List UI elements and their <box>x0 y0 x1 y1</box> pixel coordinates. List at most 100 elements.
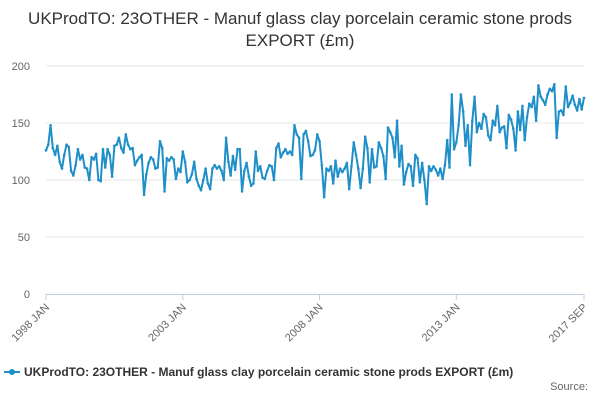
data-point[interactable] <box>113 144 116 148</box>
data-point[interactable] <box>527 102 531 105</box>
data-point[interactable] <box>418 180 422 184</box>
data-point[interactable] <box>448 166 451 169</box>
data-point[interactable] <box>131 146 134 150</box>
data-point[interactable] <box>318 139 321 143</box>
data-point[interactable] <box>341 170 344 174</box>
data-point[interactable] <box>222 178 226 182</box>
data-point[interactable] <box>167 159 171 162</box>
data-point[interactable] <box>482 112 485 116</box>
data-point[interactable] <box>46 143 50 146</box>
data-point[interactable] <box>350 165 353 168</box>
data-point[interactable] <box>129 147 132 151</box>
data-point[interactable] <box>238 147 242 151</box>
data-point[interactable] <box>388 130 392 134</box>
data-point[interactable] <box>252 182 255 185</box>
data-point[interactable] <box>290 153 294 157</box>
data-point[interactable] <box>97 178 100 182</box>
data-point[interactable] <box>208 187 212 191</box>
data-point[interactable] <box>270 165 273 168</box>
data-point[interactable] <box>402 183 406 186</box>
data-point[interactable] <box>562 113 565 117</box>
data-point[interactable] <box>197 184 201 187</box>
data-point[interactable] <box>115 143 118 146</box>
data-point[interactable] <box>293 123 296 127</box>
data-point[interactable] <box>496 104 499 108</box>
data-point[interactable] <box>227 160 230 164</box>
data-point[interactable] <box>555 136 558 140</box>
data-point[interactable] <box>99 179 103 183</box>
data-point[interactable] <box>480 127 483 130</box>
data-point[interactable] <box>229 174 232 177</box>
data-point[interactable] <box>302 133 305 136</box>
data-point[interactable] <box>509 118 513 121</box>
data-point[interactable] <box>434 168 438 172</box>
data-point[interactable] <box>78 158 82 161</box>
data-point[interactable] <box>398 165 401 168</box>
data-point[interactable] <box>140 153 144 157</box>
data-point[interactable] <box>550 89 554 93</box>
data-point[interactable] <box>484 116 488 119</box>
data-point[interactable] <box>425 202 429 206</box>
data-point[interactable] <box>190 173 194 176</box>
data-point[interactable] <box>498 130 501 134</box>
data-point[interactable] <box>256 169 260 173</box>
data-point[interactable] <box>566 105 570 109</box>
data-point[interactable] <box>85 167 89 170</box>
data-point[interactable] <box>245 161 248 165</box>
data-point[interactable] <box>133 163 137 167</box>
data-point[interactable] <box>49 123 52 127</box>
data-point[interactable] <box>160 146 164 150</box>
data-point[interactable] <box>345 161 349 165</box>
data-point[interactable] <box>464 144 467 148</box>
data-point[interactable] <box>88 178 91 182</box>
data-point[interactable] <box>122 151 125 154</box>
data-point[interactable] <box>274 146 278 150</box>
data-point[interactable] <box>284 147 287 151</box>
data-point[interactable] <box>106 147 109 151</box>
data-point[interactable] <box>512 127 515 130</box>
data-point[interactable] <box>486 134 490 137</box>
data-point[interactable] <box>514 149 517 152</box>
data-point[interactable] <box>72 174 75 177</box>
data-point[interactable] <box>295 133 299 136</box>
data-point[interactable] <box>354 153 358 157</box>
data-point[interactable] <box>124 133 128 136</box>
data-point[interactable] <box>477 121 481 125</box>
data-point[interactable] <box>537 84 540 87</box>
data-point[interactable] <box>553 82 556 86</box>
data-point[interactable] <box>240 190 244 193</box>
data-point[interactable] <box>224 136 228 140</box>
data-point[interactable] <box>103 166 107 169</box>
data-point[interactable] <box>220 169 223 173</box>
data-point[interactable] <box>53 153 57 157</box>
data-point[interactable] <box>420 161 424 165</box>
data-point[interactable] <box>117 136 121 140</box>
data-point[interactable] <box>523 138 527 142</box>
data-point[interactable] <box>530 105 533 109</box>
data-point[interactable] <box>76 147 80 151</box>
data-point[interactable] <box>532 95 536 99</box>
data-point[interactable] <box>395 119 399 123</box>
data-point[interactable] <box>445 138 449 142</box>
data-point[interactable] <box>343 167 346 170</box>
data-point[interactable] <box>466 123 470 127</box>
data-point[interactable] <box>325 167 328 170</box>
data-point[interactable] <box>322 195 326 199</box>
data-point[interactable] <box>315 133 319 136</box>
data-point[interactable] <box>409 165 413 168</box>
data-point[interactable] <box>548 87 552 91</box>
data-point[interactable] <box>306 139 310 143</box>
data-point[interactable] <box>534 119 538 123</box>
data-point[interactable] <box>247 175 251 178</box>
data-point[interactable] <box>215 167 219 170</box>
data-point[interactable] <box>359 186 362 190</box>
data-point[interactable] <box>51 146 55 150</box>
data-point[interactable] <box>311 153 315 157</box>
data-point[interactable] <box>243 169 246 173</box>
data-point[interactable] <box>286 152 289 156</box>
data-point[interactable] <box>384 177 387 181</box>
data-point[interactable] <box>347 187 351 191</box>
data-point[interactable] <box>382 154 385 158</box>
data-point[interactable] <box>363 135 367 138</box>
data-point[interactable] <box>493 123 497 127</box>
